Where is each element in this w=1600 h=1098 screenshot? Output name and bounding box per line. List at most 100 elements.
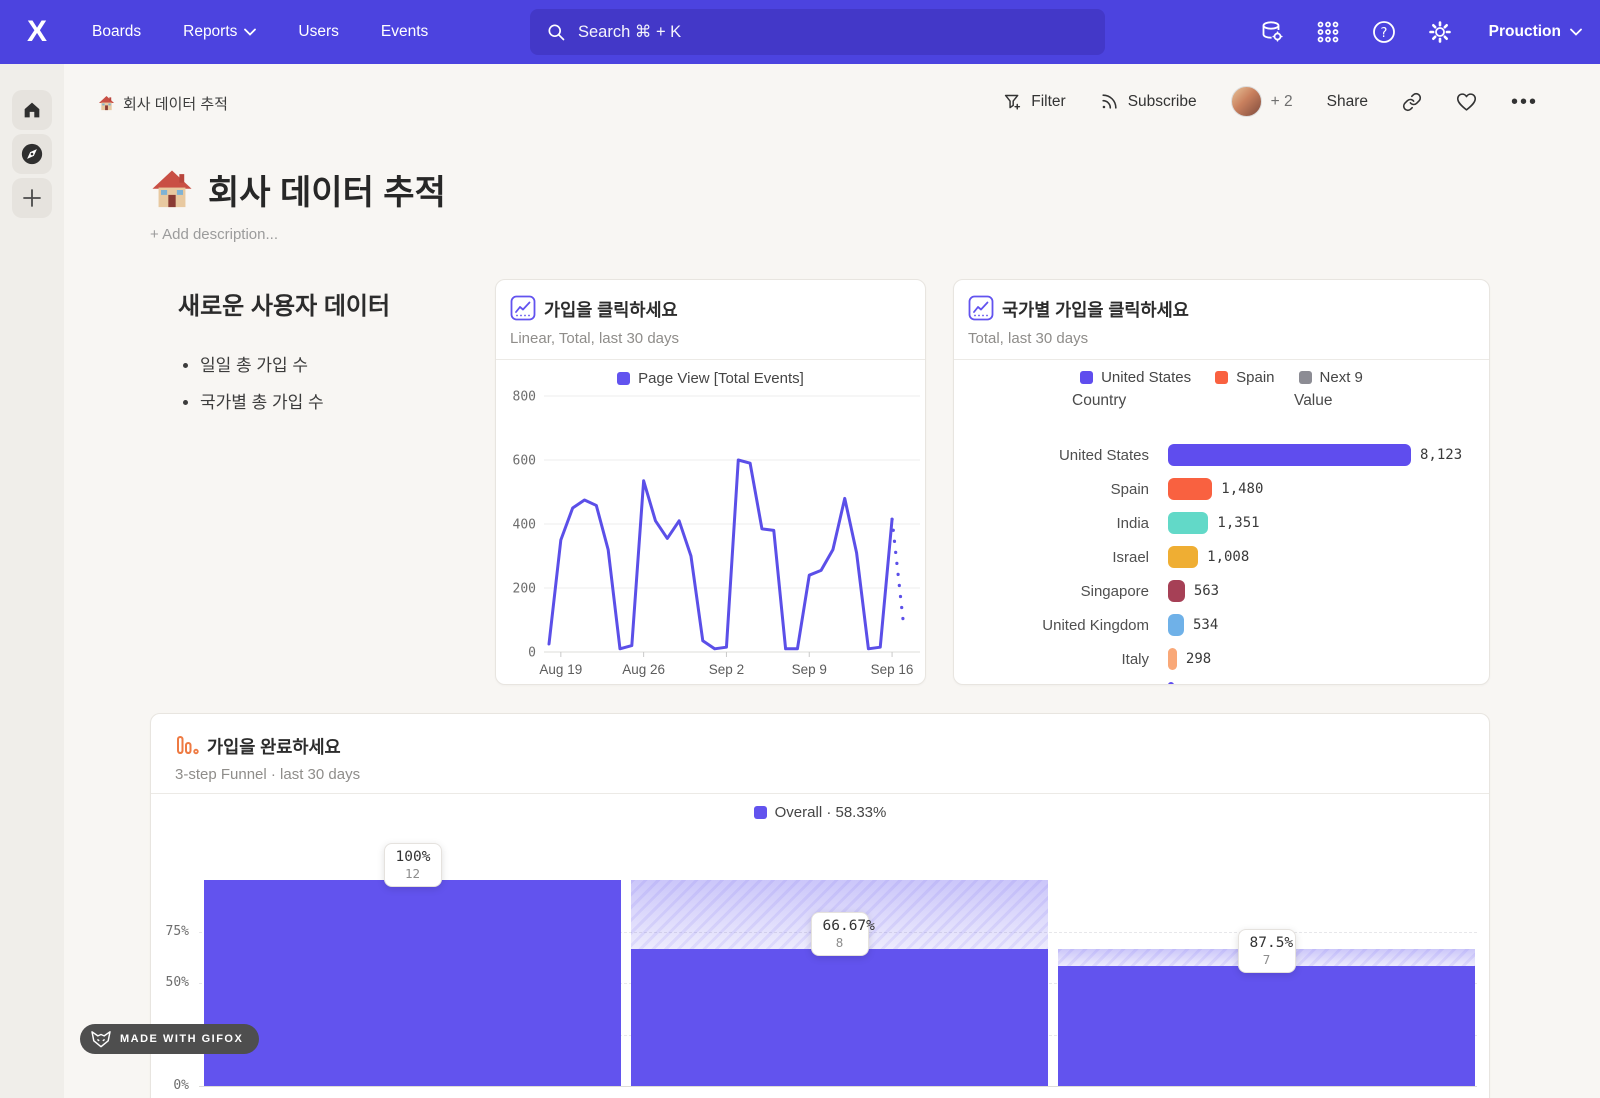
search-input[interactable]: Search ⌘ + K [530,9,1105,55]
report-title[interactable]: 가입을 클릭하세요 [544,300,678,320]
search-placeholder: Search ⌘ + K [578,23,682,41]
more-options-button[interactable]: ••• [1510,90,1538,113]
collaborators[interactable]: + 2 [1230,86,1293,117]
compass-icon [21,143,43,165]
value-bar[interactable] [1168,478,1213,500]
avatar [1230,86,1262,117]
legend-label: United States [1101,369,1192,386]
svg-text:?: ? [1380,26,1387,41]
table-row[interactable]: India 1,351 [954,506,1489,540]
collaborators-count: + 2 [1270,92,1293,110]
svg-text:400: 400 [513,518,536,533]
value-bar[interactable] [1168,512,1209,534]
legend-swatch [753,806,767,819]
chevron-down-icon [244,28,257,36]
table-row[interactable]: Canada [954,676,1489,686]
svg-text:800: 800 [513,390,536,405]
svg-text:Sep 2: Sep 2 [709,662,744,677]
value-label: 1,351 [1217,515,1260,531]
breadcrumb[interactable]: 회사 데이터 추적 [98,93,228,114]
value-bar[interactable] [1168,682,1174,684]
nav-label: Users [298,23,339,40]
legend-label: Next 9 [1319,369,1363,386]
report-subtitle: Linear, Total, last 30 days [510,330,679,347]
y-axis-label: 0% [173,1078,189,1093]
share-button[interactable]: Share [1327,93,1368,111]
apps-grid-icon[interactable] [1315,19,1341,45]
fox-icon [91,1031,111,1048]
funnel-bar[interactable] [1058,965,1475,1086]
legend-item[interactable]: Spain [1215,369,1275,386]
value-bar[interactable] [1168,580,1185,602]
chart-legend: United States Spain Next 9 [954,369,1489,386]
value-bar[interactable] [1168,444,1411,466]
country-label: Canada [954,685,1149,686]
legend-item[interactable]: Page View [Total Events] [617,370,804,387]
nav-item-boards[interactable]: Boards [92,23,141,41]
nav-label: Reports [183,23,238,40]
table-row[interactable]: Israel 1,008 [954,540,1489,574]
funnel-bar[interactable] [631,948,1048,1086]
value-label: 563 [1193,583,1220,599]
add-description[interactable]: + Add description... [150,226,278,243]
copy-link-button[interactable] [1402,92,1422,112]
help-icon[interactable]: ? [1371,19,1397,45]
country-label: Spain [1110,480,1149,498]
legend-swatch [1215,371,1229,384]
value-bar[interactable] [1168,648,1177,670]
table-row[interactable]: United States 8,123 [954,438,1489,472]
table-row[interactable]: United Kingdom 534 [954,608,1489,642]
report-title[interactable]: 국가별 가입을 클릭하세요 [1002,300,1189,320]
favorite-button[interactable] [1456,92,1477,112]
nav-item-reports[interactable]: Reports [183,23,257,41]
country-label: India [1116,514,1149,532]
value-label: 8,123 [1420,447,1463,463]
search-icon [548,24,565,41]
home-button[interactable] [12,90,52,130]
value-label: 534 [1192,617,1219,633]
nav-item-users[interactable]: Users [298,23,338,41]
filter-icon [1005,94,1021,110]
bar-chart-card: 국가별 가입을 클릭하세요 Total, last 30 days United… [953,279,1490,685]
value-bar[interactable] [1168,546,1199,568]
table-row[interactable]: Spain 1,480 [954,472,1489,506]
value-bar[interactable] [1168,614,1184,636]
funnel-bar[interactable] [204,880,621,1086]
y-axis-label: 50% [165,975,189,990]
legend-item[interactable]: United States [1080,369,1191,386]
legend-swatch [1080,371,1094,384]
card-header: 가입을 완료하세요 3-step Funnel · last 30 days [151,714,1489,794]
explore-button[interactable] [12,134,52,174]
subscribe-button[interactable]: Subscribe [1100,92,1197,111]
line-chart-plot[interactable]: 0 200 400 600 800 Aug 19 Aug 26 Sep 2 Sep 9 Sep 1… [496,386,925,684]
legend-item[interactable]: Next 9 [1298,369,1363,386]
country-label: Singapore [1080,582,1149,600]
left-rail: →| [0,64,64,1098]
gridline [199,1086,1477,1087]
table-row[interactable]: Italy 298 [954,642,1489,676]
legend-item[interactable]: Overall · 58.33% [753,804,886,821]
chevron-down-icon [1570,28,1582,36]
legend-label: Page View [Total Events] [638,370,804,387]
subscribe-label: Subscribe [1127,92,1197,110]
svg-text:200: 200 [513,582,536,597]
nav-item-events[interactable]: Events [381,23,428,41]
report-title[interactable]: 가입을 완료하세요 [207,737,341,757]
report-subtitle: Total, last 30 days [968,330,1089,347]
card-header: 가입을 클릭하세요 Linear, Total, last 30 days [496,280,925,360]
rss-icon [1102,94,1117,109]
value-label: 298 [1185,651,1212,667]
add-board-button[interactable] [12,178,52,218]
legend-swatch [1298,371,1312,384]
data-management-icon[interactable] [1259,19,1285,45]
svg-text:600: 600 [513,454,536,469]
nav-label: Events [380,23,429,40]
page-title[interactable]: 회사 데이터 추적 [208,174,446,212]
filter-button[interactable]: Filter [1003,92,1066,111]
ellipsis-icon: ••• [1510,90,1538,113]
project-selector[interactable]: Prouction [1489,23,1582,41]
column-header-country: Country [1072,392,1127,409]
table-row[interactable]: Singapore 563 [954,574,1489,608]
mixpanel-logo-icon[interactable]: X [26,15,47,48]
settings-gear-icon[interactable] [1427,19,1453,45]
